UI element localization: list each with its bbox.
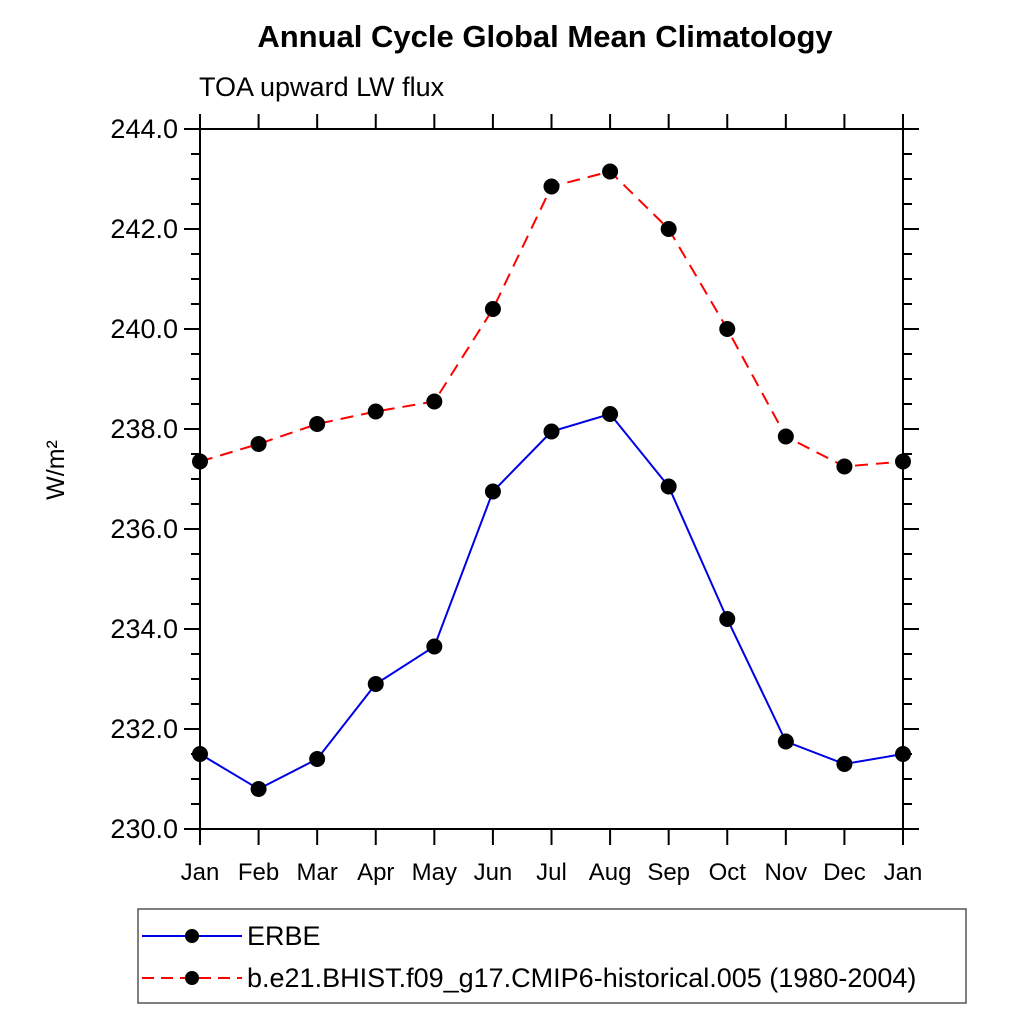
legend-marker-erbe-icon: [185, 929, 199, 943]
legend: ERBE b.e21.BHIST.f09_g17.CMIP6-historica…: [137, 908, 967, 1004]
data-point-marker: [250, 436, 267, 452]
legend-label-model: b.e21.BHIST.f09_g17.CMIP6-historical.005…: [247, 963, 916, 993]
legend-box: [137, 908, 967, 1004]
data-point-marker: [426, 393, 443, 410]
y-tick-label: 230.0: [110, 814, 178, 844]
x-tick-label: Jun: [474, 859, 513, 886]
data-point-marker: [777, 733, 794, 750]
data-point-marker: [484, 301, 501, 317]
y-axis-label: W/m²: [42, 440, 70, 500]
x-tick-label: Nov: [764, 859, 807, 886]
x-tick-label: Jul: [536, 859, 567, 886]
data-point-marker: [367, 676, 384, 692]
chart-subtitle: TOA upward LW flux: [199, 72, 445, 102]
data-point-marker: [543, 423, 560, 440]
data-point-marker: [777, 428, 794, 445]
data-point-marker: [602, 406, 619, 422]
data-point-marker: [484, 483, 501, 500]
data-point-marker: [836, 458, 853, 475]
legend-label-erbe: ERBE: [247, 921, 321, 951]
plot-border: [199, 128, 904, 830]
x-tick-label: Jan: [181, 859, 220, 886]
data-point-marker: [367, 403, 384, 420]
data-point-marker: [660, 221, 677, 237]
legend-marker-model-icon: [185, 971, 199, 985]
x-tick-label: Dec: [823, 859, 866, 886]
y-tick-label: 240.0: [110, 314, 178, 344]
x-tick-label: May: [412, 859, 457, 886]
data-point-marker: [543, 178, 560, 195]
data-point-marker: [660, 478, 677, 495]
y-tick-label: 238.0: [110, 414, 178, 444]
x-tick-label: Oct: [709, 859, 747, 886]
y-tick-label: 236.0: [110, 514, 178, 544]
data-point-marker: [309, 751, 326, 767]
data-point-marker: [719, 321, 736, 337]
y-tick-label: 244.0: [110, 114, 178, 144]
x-tick-label: Aug: [589, 859, 632, 886]
data-point-marker: [895, 453, 911, 470]
x-tick-label: Apr: [357, 859, 394, 886]
data-point-marker: [836, 756, 853, 772]
data-point-marker: [426, 638, 443, 655]
data-point-marker: [719, 611, 736, 627]
x-tick-label: Feb: [238, 859, 279, 886]
plot-area: 230.0 232.0 234.0 236.0 238.0 240.0 242.0 244.0…: [110, 114, 922, 886]
series-line-0: [199, 412, 904, 791]
y-tick-label: 232.0: [110, 714, 178, 744]
x-tick-label: Jan: [884, 859, 923, 886]
data-point-marker: [309, 416, 326, 432]
y-tick-label: 242.0: [110, 214, 178, 244]
data-point-marker: [250, 781, 267, 797]
x-tick-label: Mar: [296, 859, 337, 886]
x-tick-label: Sep: [647, 859, 690, 886]
y-tick-label: 234.0: [110, 614, 178, 644]
data-point-marker: [602, 163, 619, 180]
series-line-1: [199, 170, 904, 468]
data-point-marker: [192, 746, 208, 762]
chart-title: Annual Cycle Global Mean Climatology: [257, 19, 833, 54]
data-point-marker: [895, 746, 911, 762]
data-point-marker: [192, 453, 208, 470]
